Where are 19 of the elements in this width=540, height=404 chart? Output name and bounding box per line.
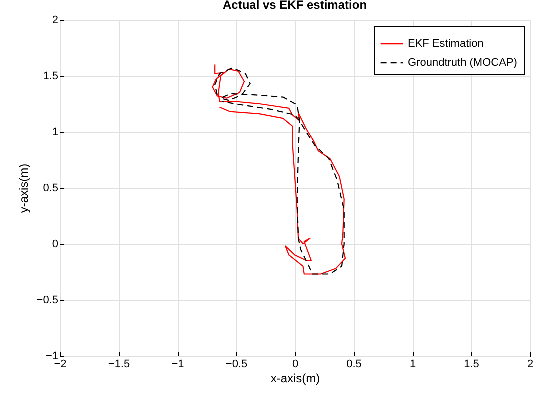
x-tick-label: 2	[527, 358, 534, 370]
x-tick-label: −0.5	[226, 358, 248, 370]
x-axis-title: x-axis(m)	[270, 372, 320, 386]
y-axis-title: y-axis(m)	[16, 164, 31, 214]
x-tick-label: −1	[172, 358, 184, 370]
x-tick-label: 0	[292, 358, 299, 370]
y-tick-label: 0	[52, 238, 58, 250]
legend-label: Groundtruth (MOCAP)	[408, 57, 518, 69]
legend-label: EKF Estimation	[408, 38, 484, 50]
x-tick-label: 1	[410, 358, 416, 370]
y-tick-label: 2	[52, 14, 58, 26]
y-tick-label: −0.5	[36, 294, 58, 306]
y-tick-label: 1	[52, 126, 58, 138]
x-tick-label: 0.5	[346, 358, 362, 370]
y-tick-label: 1.5	[43, 70, 58, 82]
x-tick-label: 1.5	[464, 358, 480, 370]
x-tick-label: −1.5	[108, 358, 130, 370]
chart-title: Actual vs EKF estimation	[222, 0, 368, 12]
y-tick-label: 0.5	[43, 182, 58, 194]
